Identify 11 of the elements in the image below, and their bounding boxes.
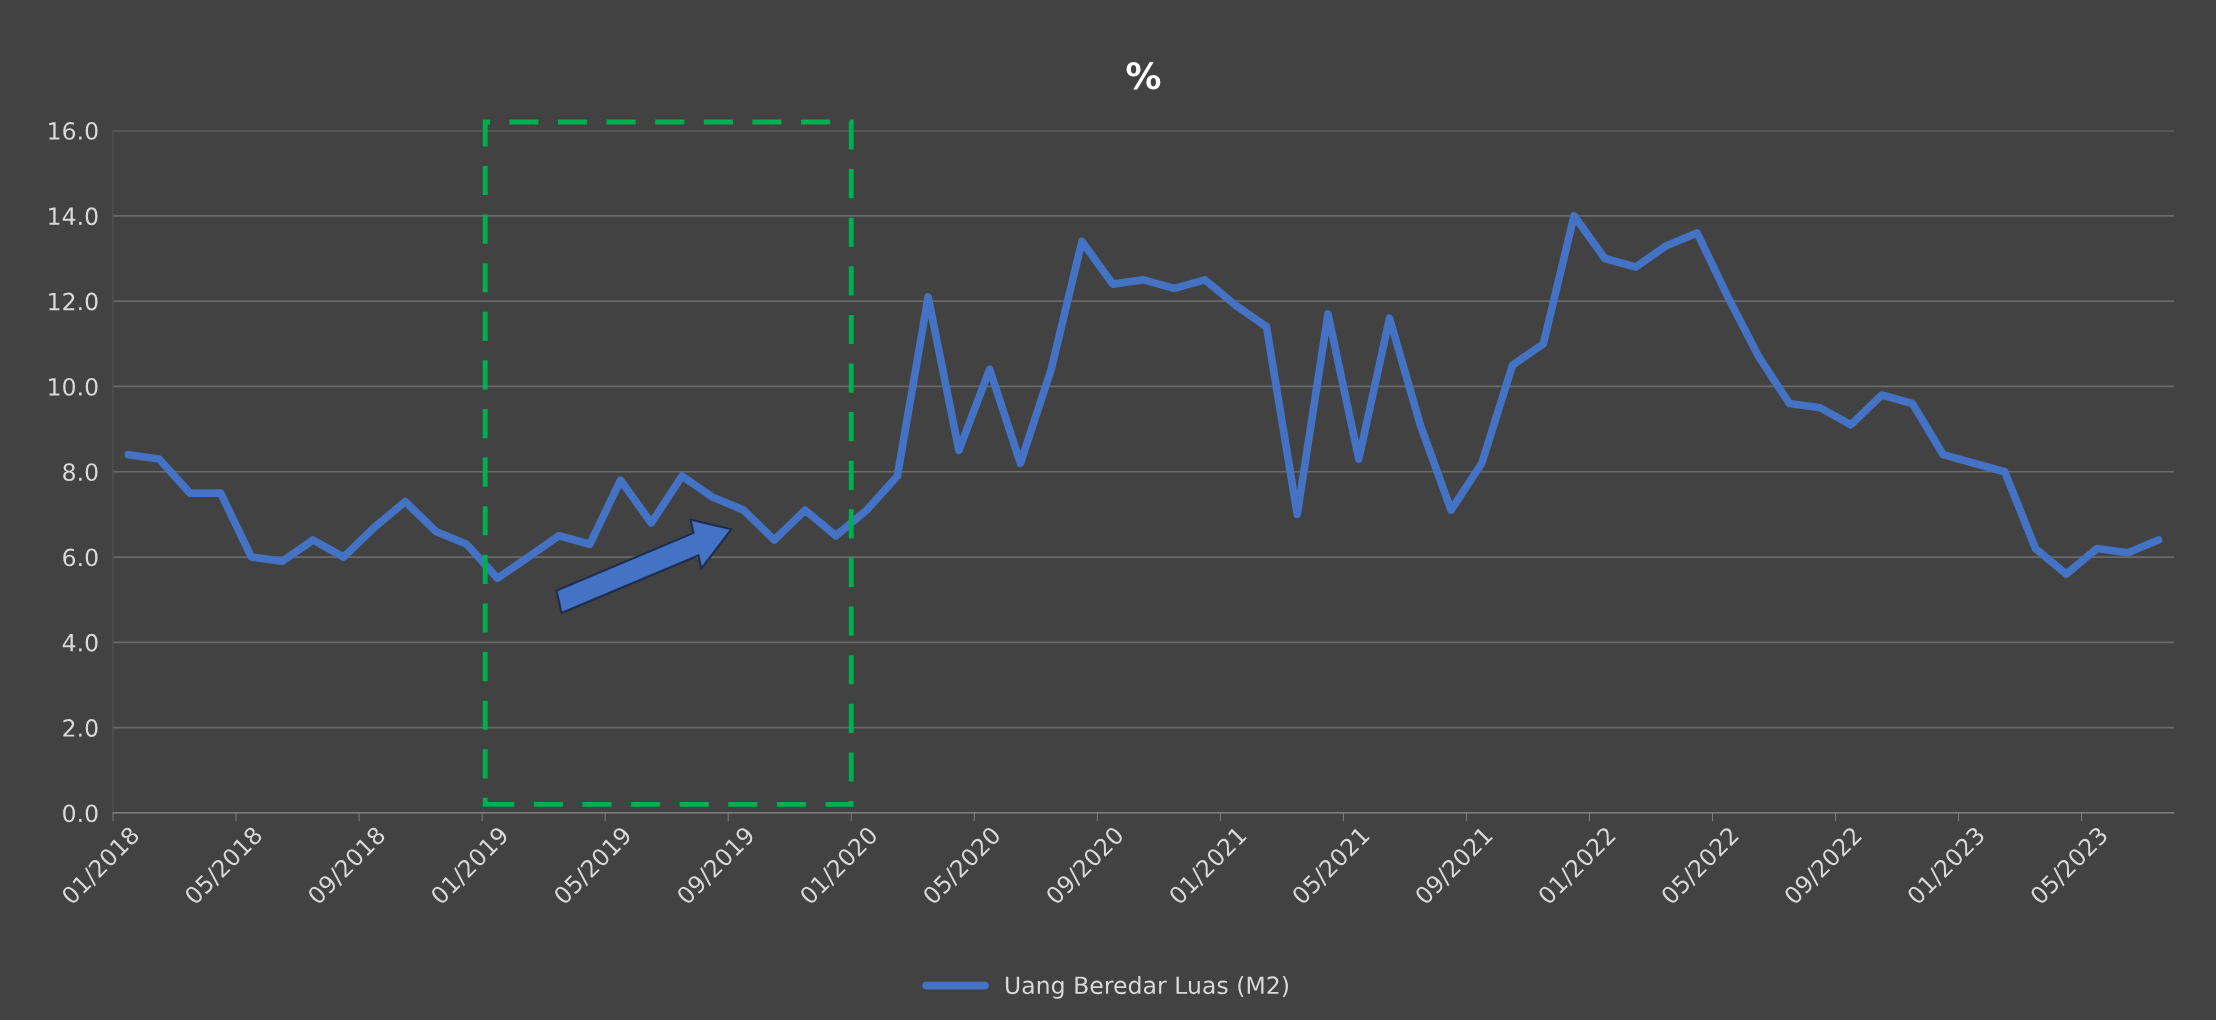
y-tick-label: 16.0 — [49, 122, 98, 140]
y-tick-label: 6.0 — [63, 548, 98, 567]
y-tick-label: 4.0 — [62, 633, 98, 652]
legend-label: Uang Beredar Luas (M2) — [1005, 975, 1288, 999]
y-tick-label: 14.0 — [49, 207, 98, 226]
y-tick-label: 0.0 — [63, 804, 98, 823]
chart-title: % — [1126, 62, 1161, 90]
y-tick-label: 10.0 — [49, 377, 98, 396]
y-tick-label: 8.0 — [63, 463, 98, 482]
y-tick-label: 12.0 — [49, 292, 98, 311]
y-tick-label: 2.0 — [63, 719, 98, 737]
